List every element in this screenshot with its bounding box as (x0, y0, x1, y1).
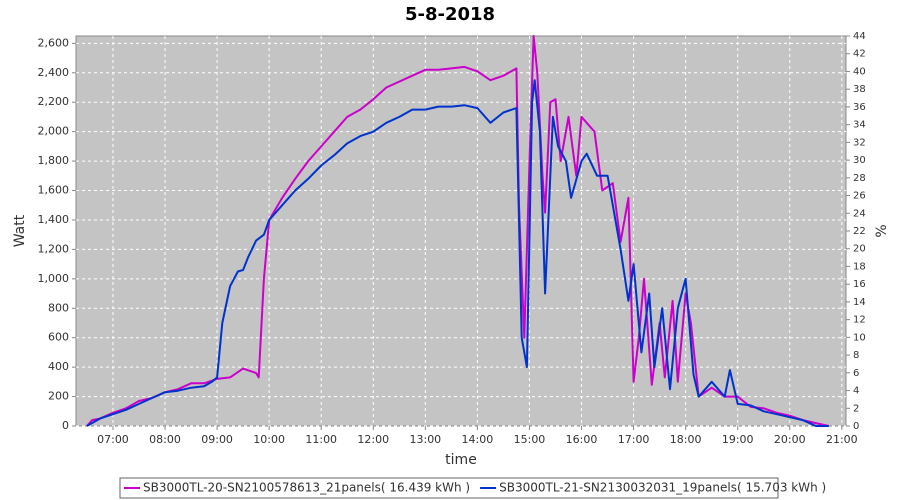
y2-tick-label: 0 (853, 421, 859, 432)
y-tick-label: 2,400 (38, 66, 70, 79)
y2-tick-label: 28 (853, 173, 866, 184)
y-tick-label: 1,000 (38, 272, 70, 285)
y2-tick-label: 18 (853, 261, 866, 272)
y2-tick-label: 16 (853, 279, 866, 290)
x-tick-label: 16:00 (566, 433, 598, 446)
x-tick-label: 14:00 (462, 433, 494, 446)
x-tick-label: 09:00 (201, 433, 233, 446)
y2-tick-label: 10 (853, 332, 866, 343)
x-tick-label: 19:00 (722, 433, 754, 446)
y-tick-label: 1,200 (38, 242, 70, 255)
y2-tick-label: 32 (853, 137, 866, 148)
y2-tick-label: 8 (853, 350, 859, 361)
y-tick-label: 400 (48, 360, 69, 373)
y-tick-label: 600 (48, 331, 69, 344)
series-line (86, 79, 829, 427)
y-axis-label: Watt (12, 214, 28, 247)
x-tick-label: 07:00 (97, 433, 129, 446)
x-tick-label: 20:00 (774, 433, 806, 446)
legend-label: SB3000TL-20-SN2100578613_21panels( 16.43… (143, 481, 470, 495)
series-line (86, 35, 830, 427)
y2-tick-label: 44 (853, 31, 866, 42)
y2-tick-label: 22 (853, 226, 866, 237)
x-tick-label: 15:00 (514, 433, 546, 446)
y2-tick-label: 12 (853, 315, 866, 326)
x-tick-label: 11:00 (305, 433, 337, 446)
y-tick-label: 1,800 (38, 154, 70, 167)
x-tick-label: 10:00 (253, 433, 285, 446)
x-tick-label: 12:00 (357, 433, 389, 446)
y2-tick-label: 2 (853, 403, 859, 414)
y2-tick-label: 42 (853, 49, 866, 60)
y2-tick-label: 4 (853, 386, 859, 397)
y2-tick-label: 40 (853, 66, 866, 77)
legend-label: SB3000TL-21-SN2130032031_19panels( 15.70… (499, 481, 826, 495)
y2-tick-label: 14 (853, 297, 866, 308)
y2-axis-label: % (874, 224, 890, 237)
x-tick-label: 21:00 (826, 433, 858, 446)
y2-tick-label: 6 (853, 368, 859, 379)
y2-tick-label: 36 (853, 102, 866, 113)
x-tick-label: 18:00 (670, 433, 702, 446)
chart-title: 5-8-2018 (405, 4, 495, 25)
y-tick-label: 800 (48, 301, 69, 314)
y2-tick-label: 30 (853, 155, 866, 166)
y2-tick-label: 34 (853, 120, 866, 131)
y-tick-label: 200 (48, 390, 69, 403)
y-tick-label: 2,000 (38, 125, 70, 138)
y-tick-label: 1,600 (38, 184, 70, 197)
y2-tick-label: 38 (853, 84, 866, 95)
x-axis-label: time (445, 452, 477, 468)
plot-area (75, 35, 847, 427)
x-tick-label: 13:00 (409, 433, 441, 446)
y-tick-label: 0 (62, 419, 69, 432)
y-tick-label: 2,200 (38, 95, 70, 108)
x-tick-label: 17:00 (618, 433, 650, 446)
y2-tick-label: 20 (853, 244, 866, 255)
y-tick-label: 1,400 (38, 213, 70, 226)
x-tick-label: 08:00 (149, 433, 181, 446)
y2-tick-label: 24 (853, 208, 866, 219)
y2-tick-label: 26 (853, 191, 866, 202)
y-tick-label: 2,600 (38, 36, 70, 49)
legend (119, 477, 779, 499)
